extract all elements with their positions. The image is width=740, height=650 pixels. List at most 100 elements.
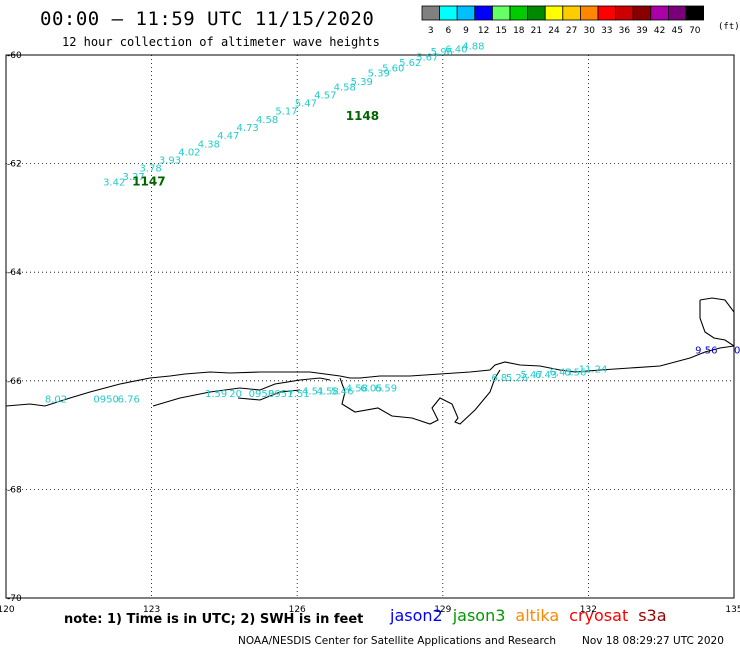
swh-value-label: 6.76 bbox=[118, 395, 140, 406]
swh-value-label: 5.46 bbox=[331, 386, 353, 397]
lon-tick-label: 135 bbox=[725, 605, 740, 615]
legend-label: 42 bbox=[654, 26, 665, 35]
page-title: 00:00 – 11:59 UTC 11/15/2020 bbox=[40, 8, 375, 30]
swh-value-label: 0951 bbox=[268, 389, 293, 400]
swh-value-label: 6.05 bbox=[360, 384, 382, 395]
swh-value-label: 1.59 bbox=[205, 389, 227, 400]
swh-value-label: 6.43 bbox=[550, 367, 572, 378]
legend-swatch bbox=[456, 5, 476, 21]
legend-swatch bbox=[615, 5, 634, 21]
legend-swatch bbox=[509, 5, 529, 21]
legend-label: 15 bbox=[495, 26, 506, 35]
swh-value-label: 4.58 bbox=[346, 384, 368, 395]
swh-value-label: 5.62 bbox=[399, 58, 421, 69]
coastline bbox=[5, 297, 735, 425]
swh-value-label: 6.8 bbox=[491, 373, 507, 384]
legend-unit: (ft) bbox=[718, 22, 740, 32]
legend-label: 18 bbox=[513, 26, 525, 35]
swh-value-label: 4.73 bbox=[237, 123, 259, 134]
lon-tick-label: 120 bbox=[0, 605, 15, 615]
legend-label: 36 bbox=[619, 26, 631, 35]
swh-value-label: 5.47 bbox=[295, 99, 317, 110]
satellite-name: jason3 bbox=[452, 606, 506, 625]
swh-value-label: 0958 bbox=[249, 389, 274, 400]
swh-value-label: 3.93 bbox=[159, 156, 181, 167]
page-subtitle: 12 hour collection of altimeter wave hei… bbox=[62, 35, 380, 49]
swh-value-label: 0 bbox=[734, 346, 740, 357]
swh-value-label: 0950 bbox=[93, 395, 118, 406]
swh-value-label: 6.43 bbox=[535, 370, 557, 381]
swh-value-label: 7.51 bbox=[287, 389, 309, 400]
satellite-name: jason2 bbox=[390, 606, 443, 625]
lat-tick-label: -64 bbox=[7, 268, 22, 278]
lat-tick-label: -62 bbox=[7, 160, 22, 170]
swh-value-label: 5.96 bbox=[431, 47, 453, 58]
swh-value-label: 4.02 bbox=[178, 147, 200, 158]
wave-height-legend: 3 6 9 12 15 18 21 24 27 30 33 36 39 42 45 70 bbox=[421, 5, 705, 35]
lat-tick-label: -60 bbox=[7, 51, 22, 61]
swh-value-label: 6.56 bbox=[564, 367, 586, 378]
legend-swatch bbox=[632, 5, 652, 21]
lat-tick-label: -70 bbox=[7, 594, 22, 604]
legend-label: 9 bbox=[463, 26, 469, 35]
swh-value-label: 3.78 bbox=[139, 164, 161, 175]
swh-value-label: 3.42 bbox=[103, 177, 125, 188]
legend-label: 3 bbox=[428, 26, 434, 35]
swh-value-label: 5.17 bbox=[275, 107, 297, 118]
legend-label: 30 bbox=[583, 26, 595, 35]
swh-value-label: 4.58 bbox=[256, 115, 278, 126]
pass-time-label: 1148 bbox=[346, 109, 379, 123]
swh-value-label: 4.57 bbox=[314, 90, 336, 101]
legend-swatch bbox=[685, 5, 705, 21]
swh-value-label: 8.02 bbox=[45, 395, 67, 406]
legend-swatch bbox=[667, 5, 687, 21]
legend-swatch bbox=[527, 5, 546, 21]
legend-label: 27 bbox=[566, 26, 577, 35]
legend-label: 24 bbox=[548, 26, 560, 35]
footer-credit: NOAA/NESDIS Center for Satellite Applica… bbox=[238, 635, 556, 647]
map-frame bbox=[5, 54, 735, 599]
swh-value-label: 5.60 bbox=[382, 63, 404, 74]
swh-value-label: 4.88 bbox=[462, 42, 484, 53]
legend-swatch bbox=[597, 5, 617, 21]
footer-timestamp: Nov 18 08:29:27 UTC 2020 bbox=[582, 635, 724, 647]
legend-label: 12 bbox=[478, 26, 489, 35]
legend-label: 6 bbox=[446, 26, 452, 35]
legend-swatch bbox=[579, 5, 599, 21]
swh-value-label: 5.39 bbox=[368, 69, 390, 80]
legend-label: 21 bbox=[531, 26, 542, 35]
swh-value-label: 4.38 bbox=[198, 139, 220, 150]
pass-time-label: 1147 bbox=[132, 174, 165, 188]
swh-value-label: 6.40 bbox=[445, 44, 467, 55]
footer-note: note: 1) Time is in UTC; 2) SWH is in fe… bbox=[64, 612, 364, 627]
lat-tick-label: -66 bbox=[7, 377, 22, 387]
legend-label: 70 bbox=[689, 26, 701, 35]
legend-swatch bbox=[474, 5, 493, 21]
satellite-name: s3a bbox=[638, 606, 667, 625]
satellite-name: cryosat bbox=[569, 606, 629, 625]
swh-value-label: 5.47 bbox=[520, 370, 542, 381]
swh-value-label: 9.56 bbox=[695, 346, 717, 357]
satellite-legend: jason2 jason3 altika cryosat s3a bbox=[390, 606, 677, 625]
satellite-name: altika bbox=[515, 606, 560, 625]
swh-value-label: 20 bbox=[229, 389, 242, 400]
swh-value-label: 4.47 bbox=[217, 131, 239, 142]
legend-swatch bbox=[650, 5, 669, 21]
swh-value-label: 11.24 bbox=[579, 365, 608, 376]
swh-value-label: 4.58 bbox=[334, 82, 356, 93]
swh-value-label: 5.26 bbox=[506, 373, 528, 384]
swh-value-label: 6.59 bbox=[375, 384, 397, 395]
lat-tick-label: -68 bbox=[7, 485, 22, 495]
legend-label: 45 bbox=[671, 26, 682, 35]
legend-swatch bbox=[562, 5, 581, 21]
swh-value-label: 5.39 bbox=[351, 77, 373, 88]
swh-value-label: 5.67 bbox=[416, 52, 438, 63]
legend-swatch bbox=[439, 5, 458, 21]
legend-swatch bbox=[492, 5, 511, 21]
swh-value-label: 4.58 bbox=[317, 386, 339, 397]
legend-swatch bbox=[544, 5, 564, 21]
legend-label: 33 bbox=[601, 26, 612, 35]
legend-swatch bbox=[421, 5, 441, 21]
